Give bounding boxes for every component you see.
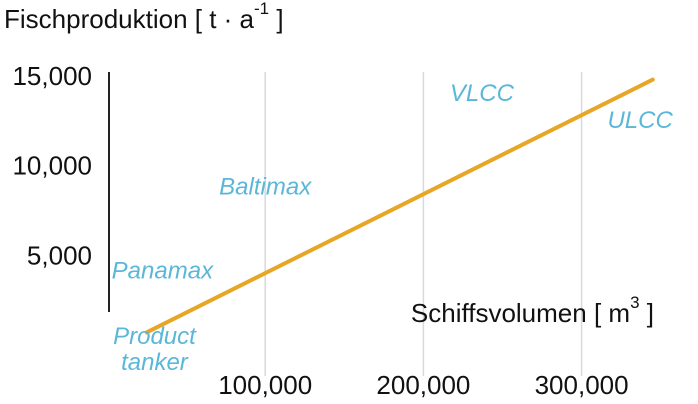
annotation-panamax: Panamax bbox=[112, 258, 214, 285]
annotation-product-tanker: Product tanker bbox=[113, 323, 197, 376]
annotations: Product tanker Panamax Baltimax VLCC ULCC bbox=[112, 80, 674, 376]
grid-lines bbox=[264, 72, 583, 376]
y-tick-label-1: 5,000 bbox=[27, 240, 92, 270]
x-tick-label-3: 300,000 bbox=[535, 370, 629, 400]
annotation-ulcc: ULCC bbox=[607, 107, 673, 134]
y-tick-label-2: 10,000 bbox=[12, 151, 92, 181]
x-axis-label: Schiffsvolumen [ m3 ] bbox=[410, 293, 654, 328]
series-line-1 bbox=[144, 77, 655, 335]
x-tick-label-2: 200,000 bbox=[376, 370, 470, 400]
y-tick-labels: 5,000 10,000 15,000 bbox=[12, 61, 92, 270]
x-tick-labels: 100,000 200,000 300,000 bbox=[218, 370, 628, 400]
y-axis-label: Fischproduktion [ t · a-1 ] bbox=[4, 0, 284, 34]
y-tick-label-3: 15,000 bbox=[12, 61, 92, 91]
x-tick-label-1: 100,000 bbox=[218, 370, 312, 400]
annotation-vlcc: VLCC bbox=[450, 80, 515, 107]
series-group bbox=[144, 77, 655, 335]
annotation-baltimax: Baltimax bbox=[219, 173, 312, 200]
